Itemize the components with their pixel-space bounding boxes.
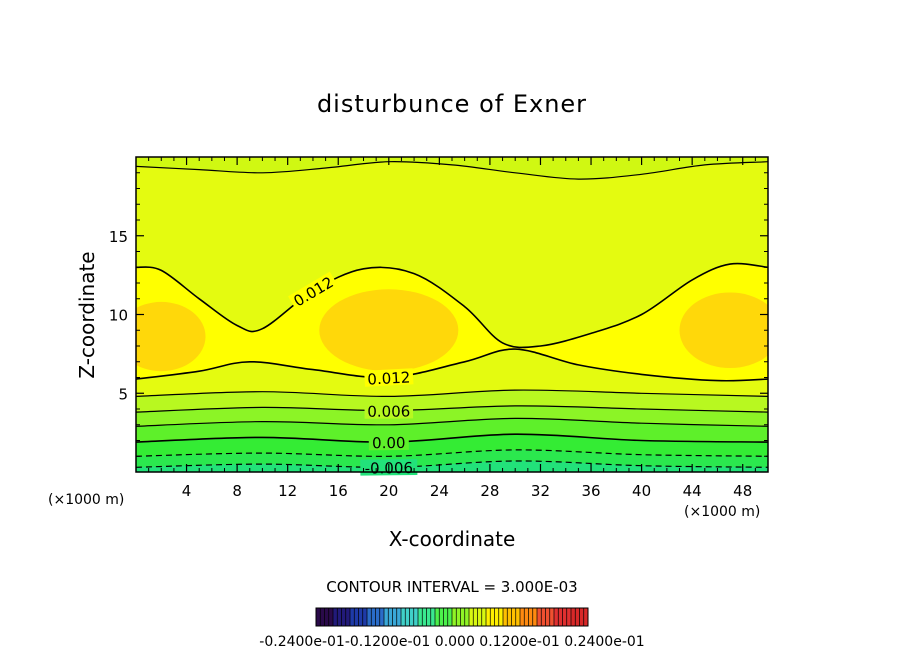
y-axis-label: Z-coordinate	[75, 251, 99, 378]
y-axis: 5 10 15	[109, 172, 768, 457]
x-tick-label: 44	[683, 482, 702, 500]
contour-line	[136, 262, 768, 349]
contour-interval-text: CONTOUR INTERVAL = 3.000E-03	[326, 578, 577, 596]
x-tick-label: 32	[531, 482, 550, 500]
colorbar	[315, 607, 589, 627]
y-tick-label: 10	[109, 307, 128, 325]
contour-line	[136, 433, 768, 443]
contour-label: 0.006	[364, 402, 414, 421]
contour-label-text: 0.00	[372, 434, 406, 452]
x-tick-label: 28	[480, 482, 499, 500]
contour-line	[136, 449, 768, 457]
chart-title: disturbunce of Exner	[317, 90, 587, 118]
x-axis-label: X-coordinate	[389, 527, 516, 551]
contour-line	[136, 389, 768, 398]
x-tick-label: 36	[581, 482, 600, 500]
contour-line	[136, 417, 768, 427]
x-axis: 4 8 12 16 20 24 28 32 36 40 44 48	[148, 157, 756, 500]
contour-lines-layer	[136, 161, 768, 468]
fill-band-top	[136, 157, 768, 180]
contour-line	[136, 348, 768, 382]
contour-fill-layer	[136, 157, 768, 472]
x-tick-label: 24	[430, 482, 449, 500]
contour-label-text: 0.012	[367, 368, 411, 388]
fill-max-region	[319, 289, 459, 372]
contour-line	[136, 405, 768, 413]
fill-max-region	[136, 301, 206, 372]
colorbar-caption: -0.2400e-01-0.1200e-01 0.000 0.1200e-01 …	[259, 634, 644, 650]
fill-max-region	[679, 292, 768, 369]
contour-label: 0.00	[368, 433, 409, 452]
x-tick-label: 12	[278, 482, 297, 500]
x-tick-label: 4	[182, 482, 192, 500]
x-tick-label: 40	[632, 482, 651, 500]
contour-line	[136, 460, 768, 468]
x-tick-label: 48	[733, 482, 752, 500]
x-tick-label: 16	[329, 482, 348, 500]
x-axis-unit-right: (×1000 m)	[684, 504, 760, 520]
contour-line	[136, 161, 768, 180]
contour-label: 0.012	[364, 368, 414, 389]
x-axis-unit-left: (×1000 m)	[48, 492, 124, 508]
x-tick-label: 20	[379, 482, 398, 500]
colorbar-frame	[315, 607, 589, 627]
y-tick-label: 15	[109, 228, 128, 246]
fill-band	[136, 460, 768, 472]
y-tick-label: 5	[118, 385, 128, 403]
x-tick-label: 8	[232, 482, 242, 500]
contour-label-text: 0.006	[367, 402, 410, 420]
